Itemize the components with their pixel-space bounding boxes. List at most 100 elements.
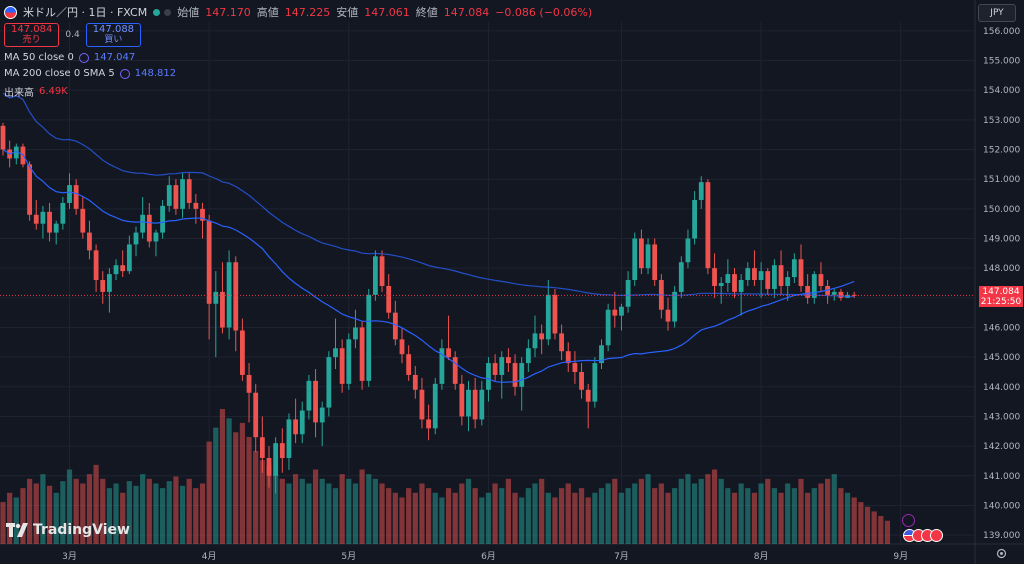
y-tick-label: 152.000 — [983, 146, 1020, 156]
y-tick-label: 156.000 — [983, 27, 1020, 37]
volume-bar — [499, 488, 505, 544]
candle-body — [692, 199, 697, 239]
volume-bar — [778, 492, 784, 544]
candle-body — [40, 211, 46, 224]
volume-bar — [725, 488, 731, 544]
candle-body — [532, 333, 538, 349]
volume-bar — [525, 488, 531, 544]
volume-bar — [505, 478, 511, 544]
candle-body — [772, 265, 777, 289]
volume-bar — [711, 469, 718, 544]
ma50-label: MA 50 close 0 — [4, 52, 74, 63]
volume-bar — [858, 502, 864, 544]
volume-bar — [0, 502, 6, 544]
candle-body — [585, 389, 591, 402]
lightning-icon[interactable] — [902, 514, 915, 527]
volume-bar — [559, 488, 565, 544]
tradingview-logo[interactable]: TradingView — [6, 522, 130, 538]
settings-icon[interactable] — [119, 68, 130, 79]
volume-bar — [219, 409, 226, 544]
volume-bar — [452, 492, 458, 544]
candle-body — [326, 357, 332, 408]
candle-body — [619, 306, 624, 316]
close-value: 147.084 — [443, 5, 490, 19]
ma50-value: 147.047 — [93, 52, 136, 63]
volume-bar — [266, 464, 272, 544]
volume-bar — [366, 474, 372, 544]
y-tick-label: 139.000 — [983, 531, 1020, 541]
y-tick-label: 154.000 — [983, 86, 1020, 96]
volume-bar — [605, 483, 611, 544]
volume-bar — [299, 478, 305, 544]
volume-bar — [426, 488, 432, 544]
sell-button[interactable]: 147.084 売り — [4, 23, 60, 47]
candle-body — [313, 380, 318, 423]
candle-body — [299, 410, 305, 435]
volume-bar — [638, 478, 644, 544]
candle-body — [386, 285, 392, 313]
volume-legend[interactable]: 出来高 6.49K — [4, 84, 68, 99]
candle-body — [406, 354, 412, 375]
candle-body — [220, 291, 225, 328]
volume-bar — [20, 488, 26, 544]
candle-body — [339, 348, 345, 384]
candle-body — [678, 262, 684, 292]
ma200-legend[interactable]: MA 200 close 0 SMA 5 148.812 — [4, 68, 176, 79]
symbol-name[interactable]: 米ドル／円 · 1日 · FXCM — [23, 6, 148, 19]
candle-body — [333, 348, 338, 358]
candle-body — [319, 407, 325, 423]
market-status-dots — [153, 8, 172, 16]
volume-bar — [512, 492, 518, 544]
volume-bar — [379, 483, 385, 544]
y-tick-label: 143.000 — [983, 412, 1020, 422]
buy-button[interactable]: 147.088 買い — [85, 23, 142, 47]
volume-bar — [253, 450, 259, 544]
volume-bar — [113, 483, 119, 544]
events-flags[interactable] — [903, 529, 943, 542]
volume-bar — [326, 483, 332, 544]
candle-body — [246, 374, 252, 393]
candle-body — [479, 389, 485, 420]
sell-label: 売り — [22, 35, 41, 45]
currency-selector[interactable]: JPY — [978, 4, 1016, 22]
volume-bar — [492, 483, 498, 544]
x-tick-label: 5月 — [341, 551, 356, 562]
ma50-legend[interactable]: MA 50 close 0 147.047 — [4, 52, 135, 63]
volume-bar — [678, 478, 684, 544]
volume-bar — [718, 478, 724, 544]
volume-bar — [705, 474, 711, 544]
volume-bar — [186, 478, 192, 544]
settings-icon[interactable] — [78, 52, 89, 63]
candle-body — [180, 179, 185, 209]
spread-value: 0.4 — [65, 30, 80, 40]
volume-bar — [100, 478, 106, 544]
last-price-tag: 147.084 — [979, 286, 1023, 297]
volume-bar — [73, 478, 79, 544]
volume-bar — [831, 474, 837, 544]
candle-body — [399, 339, 405, 355]
volume-bar — [731, 492, 738, 544]
gear-icon[interactable] — [996, 548, 1007, 559]
volume-bar — [312, 469, 319, 544]
candle-body — [698, 182, 704, 200]
volume-bar — [539, 478, 545, 544]
volume-value: 6.49K — [39, 86, 68, 97]
volume-bar — [805, 492, 811, 544]
ma200-line — [2, 92, 855, 298]
open-label: 始値 — [177, 6, 200, 19]
volume-bar — [53, 492, 59, 544]
x-tick-label: 4月 — [202, 551, 217, 562]
volume-bar — [359, 469, 365, 544]
volume-bar — [332, 488, 339, 544]
y-tick-label: 151.000 — [983, 175, 1020, 185]
volume-bar — [592, 492, 598, 544]
volume-bar — [213, 427, 219, 544]
candle-body — [798, 259, 804, 286]
y-tick-label: 141.000 — [983, 472, 1020, 482]
candle-body — [452, 357, 458, 384]
volume-bar — [293, 474, 299, 544]
candle-body — [279, 443, 285, 458]
candle-body — [259, 437, 265, 458]
volume-bar — [406, 488, 412, 544]
